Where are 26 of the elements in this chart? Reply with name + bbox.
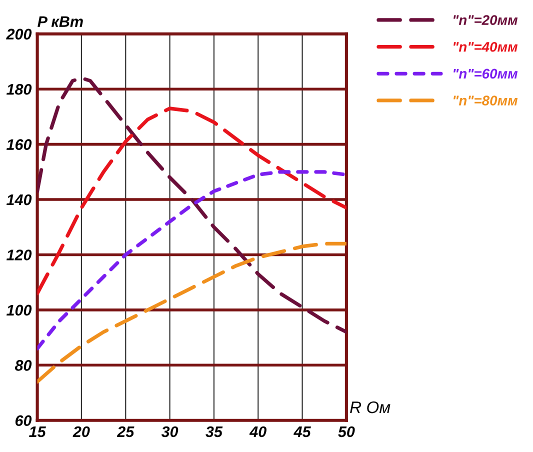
x-tick-label: 25 <box>116 426 134 438</box>
y-tick-label: 80 <box>14 360 32 371</box>
legend-label: "n"=40мм <box>454 42 518 52</box>
legend-label: "n"=60мм <box>454 68 518 79</box>
x-tick-label: 40 <box>249 426 266 438</box>
y-tick-label: 180 <box>6 84 32 95</box>
legend-label: "n"=80мм <box>454 96 518 106</box>
x-tick-label: 20 <box>72 426 90 438</box>
x-tick-label: 50 <box>338 426 355 438</box>
y-tick-label: 140 <box>6 194 32 206</box>
y-axis-title: P кВт <box>38 16 83 27</box>
line-series <box>37 106 346 296</box>
x-tick-label: 15 <box>29 426 46 438</box>
x-tick-label: 45 <box>294 426 311 438</box>
legend-label: "n"=20мм <box>454 15 518 25</box>
y-tick-label: 120 <box>6 250 32 260</box>
y-tick-label: 160 <box>6 139 32 150</box>
line-series <box>37 242 346 384</box>
x-tick-label: 30 <box>161 426 178 438</box>
x-axis-title: R Ом <box>350 401 390 414</box>
x-tick-label: 35 <box>206 426 223 438</box>
y-tick-label: 100 <box>6 304 32 316</box>
y-tick-label: 60 <box>15 415 32 426</box>
line-series <box>37 76 346 334</box>
y-tick-label: 200 <box>6 28 32 40</box>
line-series <box>37 170 346 350</box>
